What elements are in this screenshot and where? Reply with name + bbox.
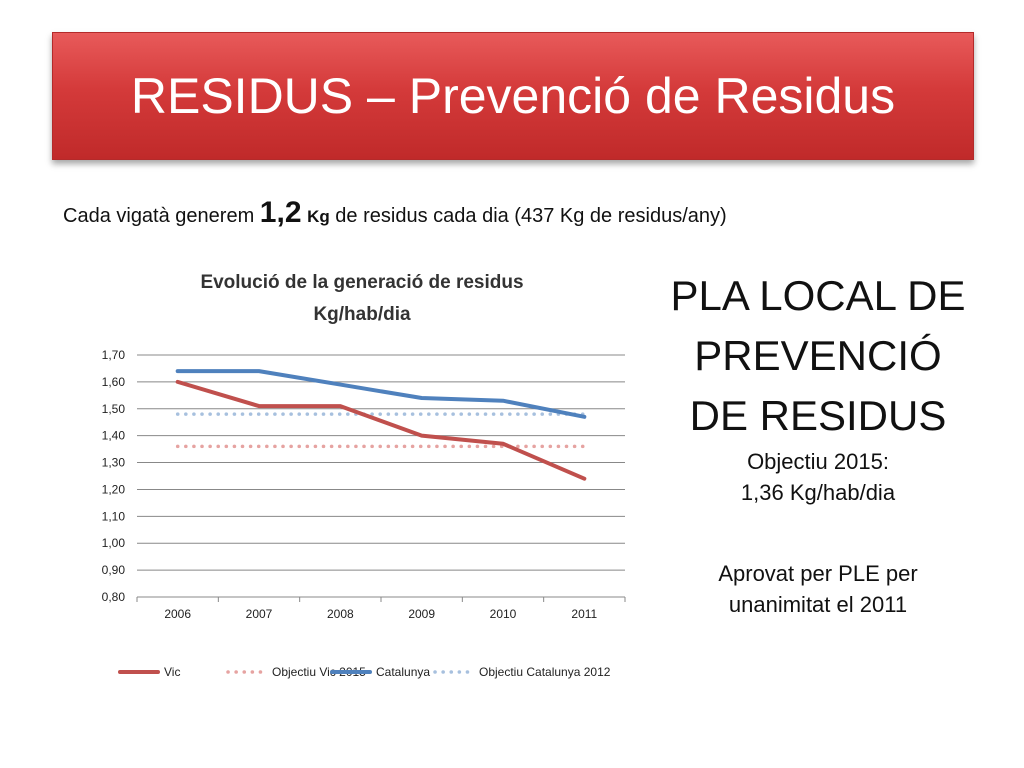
slide-title: RESIDUS – Prevenció de Residus [130,68,896,124]
approval-note-line2: unanimitat el 2011 [728,592,908,617]
y-tick-label: 0,80 [102,590,126,604]
subtitle-prefix: Cada vigatà generem [63,205,260,227]
x-tick-label: 2011 [571,607,597,621]
objective-value: 1,36 Kg/hab/dia [740,480,896,505]
chart-container: Evolució de la generació de residus Kg/h… [70,260,660,700]
series-line-catalunya [175,369,587,419]
subtitle-value: 1,2 [259,196,302,229]
subtitle-line: Cada vigatà generem 1,2 Kg de residus ca… [63,196,727,230]
approval-note-line1: Aprovat per PLE per [718,561,918,586]
subtitle-suffix: de residus cada dia (437 Kg de residus/a… [329,205,727,227]
legend-label: Catalunya [376,665,430,679]
y-tick-label: 1,20 [102,482,126,496]
chart-title-line1: Evolució de la generació de residus [200,272,523,293]
plan-panel: PLA LOCAL DE PREVENCIÓ DE RESIDUS Object… [660,266,976,620]
subtitle-unit: Kg [307,207,330,226]
line-chart: Evolució de la generació de residus Kg/h… [102,272,626,679]
x-tick-label: 2010 [490,607,517,621]
y-tick-label: 1,10 [102,509,126,523]
y-tick-label: 1,70 [102,348,126,362]
objective-label: Objectiu 2015: [747,449,889,474]
y-tick-label: 1,40 [102,429,126,443]
y-tick-label: 1,00 [102,536,126,550]
legend-label: Objectiu Catalunya 2012 [479,665,611,679]
approval-note: Aprovat per PLE per unanimitat el 2011 [660,558,976,620]
legend-label: Vic [164,665,180,679]
y-tick-label: 0,90 [102,563,126,577]
plan-line3: DE RESIDUS [689,392,947,439]
y-tick-label: 1,60 [102,375,126,389]
y-tick-label: 1,50 [102,402,126,416]
x-tick-label: 2008 [327,607,354,621]
x-tick-label: 2009 [408,607,435,621]
chart-title-line2: Kg/hab/dia [313,304,411,325]
plan-line1: PLA LOCAL DE [670,272,966,319]
x-tick-label: 2006 [164,607,191,621]
series-line-vic [175,379,587,481]
title-banner: RESIDUS – Prevenció de Residus [52,32,974,160]
legend-label: Objectiu Vic 2015 [272,665,366,679]
x-tick-label: 2007 [246,607,273,621]
plan-line2: PREVENCIÓ [694,332,942,379]
y-tick-label: 1,30 [102,456,126,470]
